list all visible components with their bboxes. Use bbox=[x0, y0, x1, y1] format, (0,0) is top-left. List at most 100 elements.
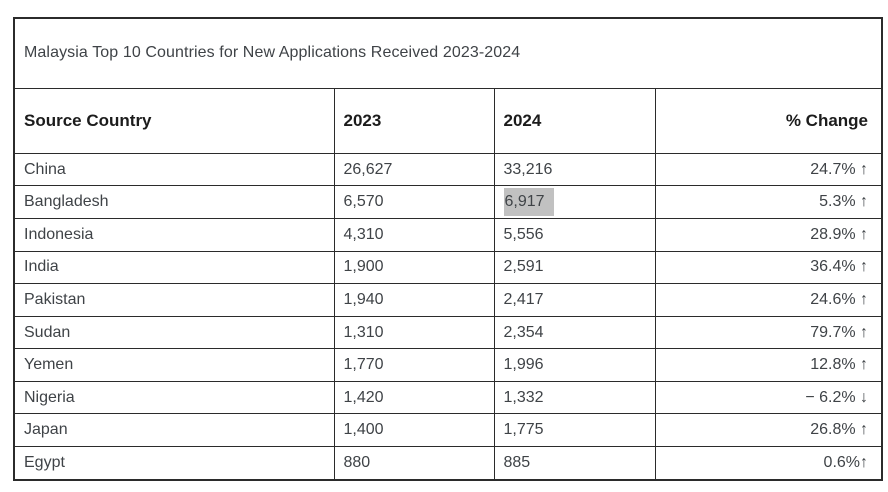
country-label: Egypt bbox=[24, 453, 65, 471]
cell-2023: 880 bbox=[333, 445, 495, 481]
cell-2024: 5,556 bbox=[493, 218, 656, 252]
table-row: Bangladesh 6,570 6,917 5.3% ↑ bbox=[13, 185, 883, 220]
cell-country: Nigeria bbox=[13, 380, 335, 415]
cell-2024: 1,996 bbox=[493, 348, 656, 382]
value-2024: 33,216 bbox=[503, 160, 553, 178]
column-header-2023: 2023 bbox=[333, 87, 495, 154]
cell-2024: 2,417 bbox=[493, 283, 656, 317]
cell-pct-change: 79.7% ↑ bbox=[654, 315, 883, 350]
value-2024: 6,917 bbox=[503, 188, 554, 217]
value-2023: 1,420 bbox=[343, 388, 384, 406]
cell-2023: 26,627 bbox=[333, 152, 495, 187]
table-row: Pakistan 1,940 2,417 24.6% ↑ bbox=[13, 283, 883, 317]
cell-country: Indonesia bbox=[13, 218, 335, 252]
pct-change-value: 24.6% ↑ bbox=[810, 290, 869, 308]
value-2023: 1,900 bbox=[343, 258, 384, 276]
cell-2023: 1,310 bbox=[333, 315, 495, 350]
country-label: Indonesia bbox=[24, 225, 94, 243]
value-2024: 1,775 bbox=[503, 421, 544, 439]
cell-2024: 33,216 bbox=[493, 152, 656, 187]
country-label: Nigeria bbox=[24, 388, 75, 406]
cell-pct-change: 5.3% ↑ bbox=[654, 185, 883, 220]
cell-country: China bbox=[13, 152, 335, 187]
cell-2023: 1,420 bbox=[333, 380, 495, 415]
value-2024: 5,556 bbox=[503, 225, 544, 243]
cell-country: Egypt bbox=[13, 445, 335, 481]
cell-2024: 885 bbox=[493, 445, 656, 481]
table-row: Nigeria 1,420 1,332 − 6.2% ↓ bbox=[13, 380, 883, 415]
value-2024: 2,417 bbox=[503, 290, 544, 308]
value-2023: 880 bbox=[343, 453, 371, 471]
country-label: Sudan bbox=[24, 323, 71, 341]
table-body: China 26,627 33,216 24.7% ↑ Bangladesh 6… bbox=[13, 152, 883, 481]
table-row: Egypt 880 885 0.6%↑ bbox=[13, 445, 883, 481]
value-2023: 1,310 bbox=[343, 323, 384, 341]
cell-country: Pakistan bbox=[13, 283, 335, 317]
value-2024: 2,591 bbox=[503, 258, 544, 276]
pct-change-value: 12.8% ↑ bbox=[810, 356, 869, 374]
column-header-2024: 2024 bbox=[493, 87, 656, 154]
cell-country: Sudan bbox=[13, 315, 335, 350]
table-row: Indonesia 4,310 5,556 28.9% ↑ bbox=[13, 218, 883, 252]
cell-2023: 1,400 bbox=[333, 413, 495, 447]
table-row: China 26,627 33,216 24.7% ↑ bbox=[13, 152, 883, 187]
cell-country: Yemen bbox=[13, 348, 335, 382]
cell-pct-change: 0.6%↑ bbox=[654, 445, 883, 481]
value-2023: 4,310 bbox=[343, 225, 384, 243]
pct-change-value: 28.9% ↑ bbox=[810, 225, 869, 243]
cell-pct-change: 36.4% ↑ bbox=[654, 250, 883, 285]
value-2024: 1,996 bbox=[503, 356, 544, 374]
country-label: Japan bbox=[24, 421, 68, 439]
value-2023: 1,400 bbox=[343, 421, 384, 439]
table-row: Sudan 1,310 2,354 79.7% ↑ bbox=[13, 315, 883, 350]
applications-table-container: Malaysia Top 10 Countries for New Applic… bbox=[13, 17, 884, 481]
value-2023: 1,770 bbox=[343, 356, 384, 374]
value-2023: 1,940 bbox=[343, 290, 384, 308]
pct-change-value: 36.4% ↑ bbox=[810, 258, 869, 276]
pct-change-value: 26.8% ↑ bbox=[810, 421, 869, 439]
cell-2024: 6,917 bbox=[493, 185, 656, 220]
pct-change-value: − 6.2% ↓ bbox=[805, 388, 869, 406]
table-row: Yemen 1,770 1,996 12.8% ↑ bbox=[13, 348, 883, 382]
value-2023: 26,627 bbox=[343, 160, 393, 178]
cell-pct-change: 12.8% ↑ bbox=[654, 348, 883, 382]
pct-change-value: 5.3% ↑ bbox=[819, 193, 869, 211]
cell-2024: 1,775 bbox=[493, 413, 656, 447]
value-2023: 6,570 bbox=[343, 193, 384, 211]
country-label: Yemen bbox=[24, 356, 74, 374]
cell-pct-change: 24.7% ↑ bbox=[654, 152, 883, 187]
column-header-pct-change: % Change bbox=[654, 87, 883, 154]
column-header-source-country: Source Country bbox=[13, 87, 335, 154]
cell-country: Bangladesh bbox=[13, 185, 335, 220]
cell-2023: 1,770 bbox=[333, 348, 495, 382]
cell-pct-change: 24.6% ↑ bbox=[654, 283, 883, 317]
cell-2024: 1,332 bbox=[493, 380, 656, 415]
country-label: India bbox=[24, 258, 59, 276]
country-label: Bangladesh bbox=[24, 193, 109, 211]
cell-2024: 2,354 bbox=[493, 315, 656, 350]
table-row: Japan 1,400 1,775 26.8% ↑ bbox=[13, 413, 883, 447]
value-2024: 1,332 bbox=[503, 388, 544, 406]
cell-pct-change: 26.8% ↑ bbox=[654, 413, 883, 447]
cell-2023: 6,570 bbox=[333, 185, 495, 220]
country-label: China bbox=[24, 160, 66, 178]
value-2024: 2,354 bbox=[503, 323, 544, 341]
cell-pct-change: 28.9% ↑ bbox=[654, 218, 883, 252]
cell-country: India bbox=[13, 250, 335, 285]
applications-table: Malaysia Top 10 Countries for New Applic… bbox=[13, 17, 884, 481]
value-2024: 885 bbox=[503, 453, 531, 471]
cell-country: Japan bbox=[13, 413, 335, 447]
pct-change-value: 79.7% ↑ bbox=[810, 323, 869, 341]
table-title-row: Malaysia Top 10 Countries for New Applic… bbox=[13, 17, 883, 89]
country-label: Pakistan bbox=[24, 290, 86, 308]
cell-2024: 2,591 bbox=[493, 250, 656, 285]
cell-pct-change: − 6.2% ↓ bbox=[654, 380, 883, 415]
cell-2023: 4,310 bbox=[333, 218, 495, 252]
table-title: Malaysia Top 10 Countries for New Applic… bbox=[13, 17, 883, 89]
pct-change-value: 0.6%↑ bbox=[823, 453, 869, 471]
cell-2023: 1,940 bbox=[333, 283, 495, 317]
table-header-row: Source Country 2023 2024 % Change bbox=[13, 87, 883, 154]
cell-2023: 1,900 bbox=[333, 250, 495, 285]
table-row: India 1,900 2,591 36.4% ↑ bbox=[13, 250, 883, 285]
pct-change-value: 24.7% ↑ bbox=[810, 160, 869, 178]
